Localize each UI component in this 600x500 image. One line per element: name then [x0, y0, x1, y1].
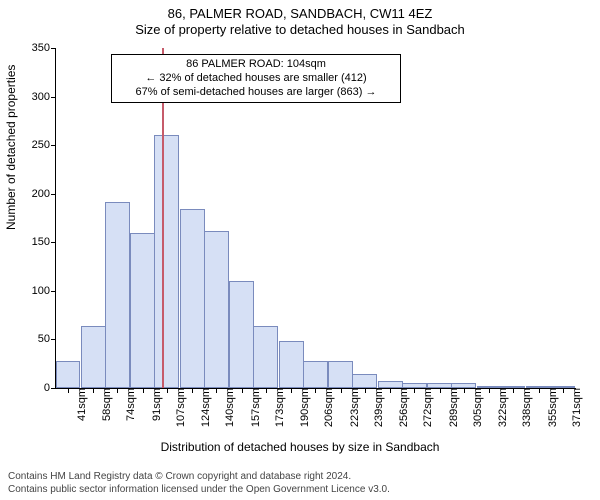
xtick-label: 91sqm: [143, 388, 163, 421]
histogram-bar: [253, 326, 278, 388]
ytick-label: 50: [38, 333, 56, 345]
histogram-bar: [378, 381, 403, 388]
histogram-bar: [105, 202, 130, 389]
xtick-label: 107sqm: [167, 388, 187, 427]
xtick-label: 338sqm: [513, 388, 533, 427]
ytick-label: 300: [32, 91, 56, 103]
histogram-bar: [328, 361, 353, 388]
ytick-label: 200: [32, 188, 56, 200]
xtick-label: 289sqm: [440, 388, 460, 427]
histogram-bar: [204, 231, 229, 388]
xtick-label: 272sqm: [414, 388, 434, 427]
histogram-bar: [180, 209, 205, 388]
xtick-label: 173sqm: [266, 388, 286, 427]
xtick-label: 223sqm: [341, 388, 361, 427]
plot-area: 05010015020025030035041sqm58sqm74sqm91sq…: [55, 48, 576, 389]
annotation-line3: 67% of semi-detached houses are larger (…: [118, 86, 394, 100]
ytick-label: 350: [32, 42, 56, 54]
footer-line1: Contains HM Land Registry data © Crown c…: [8, 471, 390, 484]
histogram-bar: [154, 135, 179, 388]
xtick-label: 190sqm: [291, 388, 311, 427]
xtick-label: 322sqm: [489, 388, 509, 427]
xtick-label: 355sqm: [539, 388, 559, 427]
histogram-bar: [81, 326, 106, 388]
ytick-label: 100: [32, 285, 56, 297]
xtick-label: 74sqm: [117, 388, 137, 421]
xtick-label: 371sqm: [563, 388, 583, 427]
x-axis-label: Distribution of detached houses by size …: [0, 440, 600, 454]
title-block: 86, PALMER ROAD, SANDBACH, CW11 4EZ Size…: [0, 6, 600, 39]
footer-attribution: Contains HM Land Registry data © Crown c…: [8, 471, 390, 496]
xtick-label: 124sqm: [192, 388, 212, 427]
xtick-label: 305sqm: [464, 388, 484, 427]
xtick-label: 256sqm: [390, 388, 410, 427]
histogram-bar: [352, 374, 377, 388]
title-subtitle: Size of property relative to detached ho…: [0, 22, 600, 38]
xtick-label: 41sqm: [68, 388, 88, 421]
histogram-bar: [56, 361, 81, 388]
annotation-box: 86 PALMER ROAD: 104sqm← 32% of detached …: [111, 54, 401, 103]
xtick-label: 239sqm: [365, 388, 385, 427]
histogram-bar: [130, 233, 155, 388]
xtick-label: 140sqm: [216, 388, 236, 427]
xtick-label: 157sqm: [242, 388, 262, 427]
histogram-bar: [229, 281, 254, 388]
histogram-bar: [279, 341, 304, 388]
histogram-bar: [303, 361, 328, 388]
annotation-line1: 86 PALMER ROAD: 104sqm: [118, 58, 394, 72]
y-axis-label: Number of detached properties: [4, 65, 18, 230]
ytick-label: 250: [32, 139, 56, 151]
ytick-label: 150: [32, 236, 56, 248]
title-address: 86, PALMER ROAD, SANDBACH, CW11 4EZ: [0, 6, 600, 22]
chart-stage: 86, PALMER ROAD, SANDBACH, CW11 4EZ Size…: [0, 0, 600, 500]
xtick-label: 206sqm: [315, 388, 335, 427]
annotation-line2: ← 32% of detached houses are smaller (41…: [118, 72, 394, 86]
xtick-label: 58sqm: [93, 388, 113, 421]
footer-line2: Contains public sector information licen…: [8, 484, 390, 497]
ytick-label: 0: [44, 382, 56, 394]
